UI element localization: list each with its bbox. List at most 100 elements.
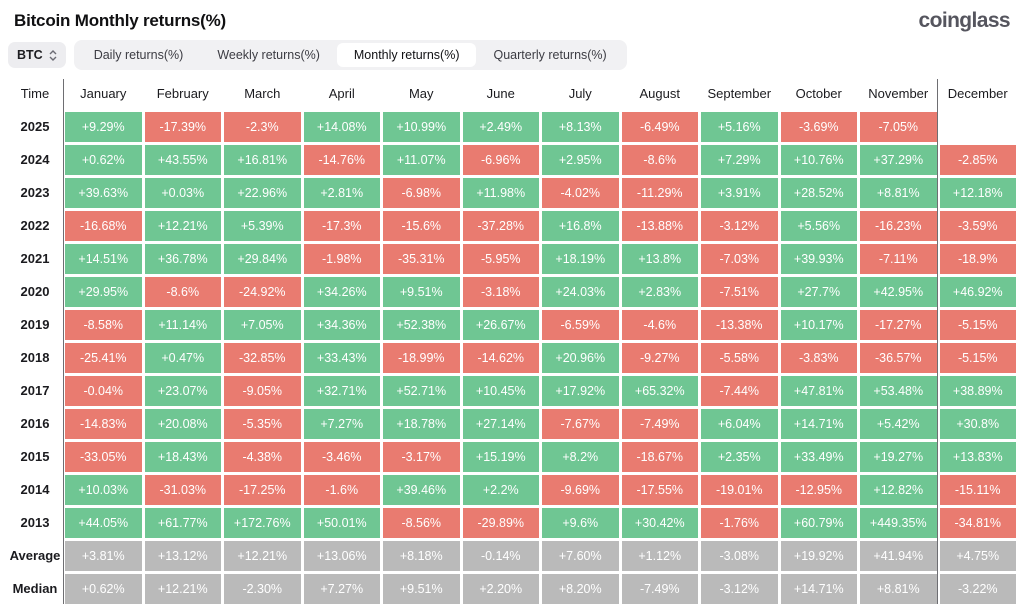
column-header-february: February	[156, 86, 209, 101]
cell-2023-october: +28.52%	[780, 178, 857, 208]
cell-median-january: +0.62%	[65, 574, 142, 604]
cell-2019-april: +34.36%	[303, 310, 380, 340]
cell-2023-august: -11.29%	[621, 178, 698, 208]
column-header-july: July	[568, 86, 592, 101]
row-label-2014: 2014	[8, 475, 62, 505]
cell-2025-july: +8.13%	[542, 112, 619, 142]
cell-2021-november: -7.11%	[860, 244, 937, 274]
cell-2021-september: -7.03%	[701, 244, 778, 274]
cell-2022-april: -17.3%	[303, 211, 380, 241]
cell-median-may: +9.51%	[383, 574, 460, 604]
cell-2023-december: +12.18%	[939, 178, 1016, 208]
cell-2024-september: +7.29%	[701, 145, 778, 175]
cell-2015-december: +13.83%	[939, 442, 1016, 472]
cell-2016-september: +6.04%	[701, 409, 778, 439]
row-label-2018: 2018	[8, 343, 62, 373]
tab-daily-returns[interactable]: Daily returns(%)	[93, 48, 184, 62]
cell-2015-september: +2.35%	[701, 442, 778, 472]
cell-2024-november: +37.29%	[860, 145, 937, 175]
cell-2018-july: +20.96%	[542, 343, 619, 373]
cell-2019-december: -5.15%	[939, 310, 1016, 340]
page-title: Bitcoin Monthly returns(%)	[14, 11, 227, 30]
cell-2024-october: +10.76%	[780, 145, 857, 175]
cell-2015-may: -3.17%	[383, 442, 460, 472]
cell-2023-april: +2.81%	[303, 178, 380, 208]
cell-2014-august: -17.55%	[621, 475, 698, 505]
symbol-select[interactable]: BTC	[8, 42, 66, 68]
cell-2019-august: -4.6%	[621, 310, 698, 340]
cell-average-april: +13.06%	[303, 541, 380, 571]
cell-2017-november: +53.48%	[860, 376, 937, 406]
cell-2020-june: -3.18%	[462, 277, 539, 307]
cell-median-march: -2.30%	[224, 574, 301, 604]
tab-monthly-returns[interactable]: Monthly returns(%)	[336, 43, 477, 67]
cell-2019-february: +11.14%	[144, 310, 221, 340]
tab-quarterly-returns[interactable]: Quarterly returns(%)	[493, 48, 607, 62]
cell-2016-december: +30.8%	[939, 409, 1016, 439]
cell-2025-march: -2.3%	[224, 112, 301, 142]
cell-2025-february: -17.39%	[144, 112, 221, 142]
cell-2022-may: -15.6%	[383, 211, 460, 241]
cell-2022-december: -3.59%	[939, 211, 1016, 241]
column-header-march: March	[244, 86, 281, 101]
cell-2017-may: +52.71%	[383, 376, 460, 406]
cell-2020-april: +34.26%	[303, 277, 380, 307]
cell-2019-march: +7.05%	[224, 310, 301, 340]
cell-2015-june: +15.19%	[462, 442, 539, 472]
cell-median-october: +14.71%	[780, 574, 857, 604]
cell-2019-january: -8.58%	[65, 310, 142, 340]
cell-2024-june: -6.96%	[462, 145, 539, 175]
cell-2021-june: -5.95%	[462, 244, 539, 274]
cell-2021-february: +36.78%	[144, 244, 221, 274]
cell-2014-november: +12.82%	[860, 475, 937, 505]
cell-2014-december: -15.11%	[939, 475, 1016, 505]
cell-2023-january: +39.63%	[65, 178, 142, 208]
cell-2013-february: +61.77%	[144, 508, 221, 538]
cell-2022-july: +16.8%	[542, 211, 619, 241]
cell-2014-march: -17.25%	[224, 475, 301, 505]
row-label-2013: 2013	[8, 508, 62, 538]
cell-2024-december: -2.85%	[939, 145, 1016, 175]
cell-2014-june: +2.2%	[462, 475, 539, 505]
cell-2017-january: -0.04%	[65, 376, 142, 406]
cell-2015-august: -18.67%	[621, 442, 698, 472]
controls-bar: BTC Daily returns(%) Weekly returns(%) M…	[0, 35, 1024, 70]
cell-2016-february: +20.08%	[144, 409, 221, 439]
cell-median-june: +2.20%	[462, 574, 539, 604]
tab-weekly-returns[interactable]: Weekly returns(%)	[217, 48, 320, 62]
cell-2023-november: +8.81%	[860, 178, 937, 208]
cell-2018-january: -25.41%	[65, 343, 142, 373]
cell-2020-august: +2.83%	[621, 277, 698, 307]
cell-2018-september: -5.58%	[701, 343, 778, 373]
cell-average-february: +13.12%	[144, 541, 221, 571]
cell-2021-december: -18.9%	[939, 244, 1016, 274]
cell-2025-october: -3.69%	[780, 112, 857, 142]
cell-2018-december: -5.15%	[939, 343, 1016, 373]
cell-2015-april: -3.46%	[303, 442, 380, 472]
cell-2017-september: -7.44%	[701, 376, 778, 406]
cell-2018-february: +0.47%	[144, 343, 221, 373]
cell-2021-april: -1.98%	[303, 244, 380, 274]
cell-2022-february: +12.21%	[144, 211, 221, 241]
cell-2022-august: -13.88%	[621, 211, 698, 241]
cell-2023-may: -6.98%	[383, 178, 460, 208]
cell-average-march: +12.21%	[224, 541, 301, 571]
cell-2015-november: +19.27%	[860, 442, 937, 472]
row-label-average: Average	[8, 541, 62, 571]
cell-2020-october: +27.7%	[780, 277, 857, 307]
cell-average-december: +4.75%	[939, 541, 1016, 571]
column-header-april: April	[328, 86, 355, 101]
cell-2013-march: +172.76%	[224, 508, 301, 538]
cell-2019-october: +10.17%	[780, 310, 857, 340]
column-header-november: November	[868, 86, 929, 101]
cell-2025-august: -6.49%	[621, 112, 698, 142]
cell-2024-march: +16.81%	[224, 145, 301, 175]
cell-2015-january: -33.05%	[65, 442, 142, 472]
cell-2020-march: -24.92%	[224, 277, 301, 307]
cell-2015-july: +8.2%	[542, 442, 619, 472]
cell-2015-february: +18.43%	[144, 442, 221, 472]
cell-2013-october: +60.79%	[780, 508, 857, 538]
cell-2017-october: +47.81%	[780, 376, 857, 406]
cell-2019-september: -13.38%	[701, 310, 778, 340]
cell-average-september: -3.08%	[701, 541, 778, 571]
